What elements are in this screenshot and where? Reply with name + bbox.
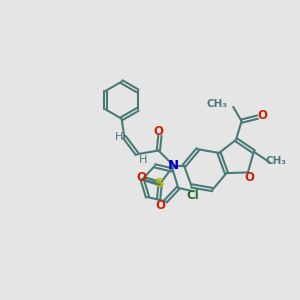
Text: O: O xyxy=(257,109,267,122)
Text: O: O xyxy=(153,124,164,138)
Text: CH₃: CH₃ xyxy=(207,99,228,109)
Text: N: N xyxy=(168,159,179,172)
Text: H: H xyxy=(138,154,147,165)
Text: O: O xyxy=(244,171,254,184)
Text: O: O xyxy=(136,171,146,184)
Text: H: H xyxy=(115,132,123,142)
Text: O: O xyxy=(155,199,165,212)
Text: CH₃: CH₃ xyxy=(266,156,287,166)
Text: S: S xyxy=(155,177,165,190)
Text: Cl: Cl xyxy=(186,189,199,202)
